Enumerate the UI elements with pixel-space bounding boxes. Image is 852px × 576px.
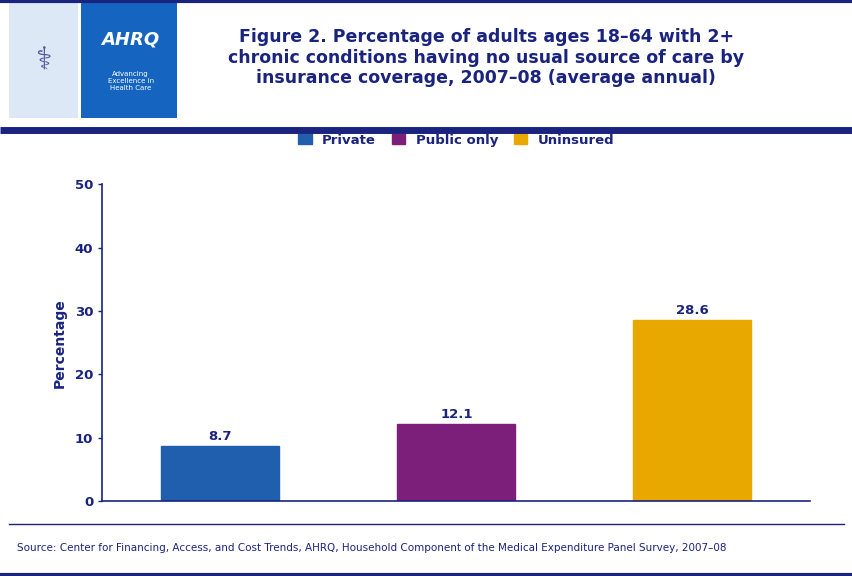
Text: 8.7: 8.7 [209,430,232,443]
Text: ⚕: ⚕ [35,46,52,75]
Text: Source: Center for Financing, Access, and Cost Trends, AHRQ, Household Component: Source: Center for Financing, Access, an… [17,543,726,553]
Bar [161,446,279,501]
Text: AHRQ: AHRQ [101,31,159,49]
Bar [632,320,751,501]
Bar [397,425,515,501]
Text: 12.1: 12.1 [440,408,472,421]
Y-axis label: Percentage: Percentage [53,298,66,388]
Text: Advancing
Excellence in
Health Care: Advancing Excellence in Health Care [107,71,153,91]
Legend: Private, Public only, Uninsured: Private, Public only, Uninsured [298,134,613,147]
Text: Figure 2. Percentage of adults ages 18–64 with 2+
chronic conditions having no u: Figure 2. Percentage of adults ages 18–6… [227,28,744,88]
Text: 28.6: 28.6 [675,304,708,317]
